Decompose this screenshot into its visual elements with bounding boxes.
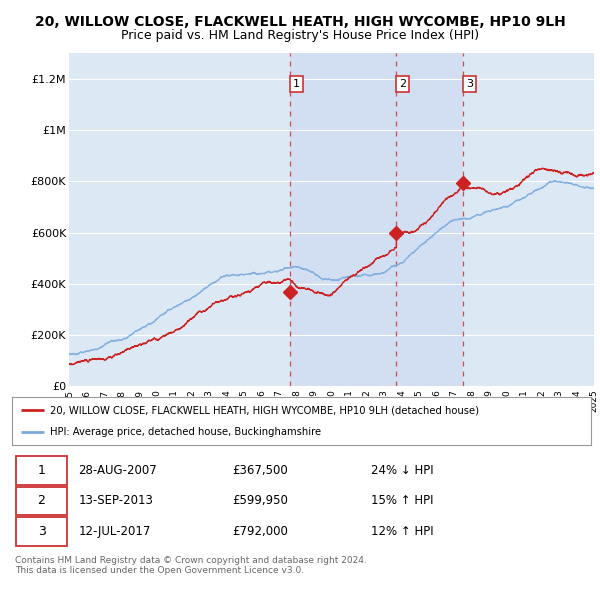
Text: 20, WILLOW CLOSE, FLACKWELL HEATH, HIGH WYCOMBE, HP10 9LH: 20, WILLOW CLOSE, FLACKWELL HEATH, HIGH … [35,15,565,29]
Text: 20, WILLOW CLOSE, FLACKWELL HEATH, HIGH WYCOMBE, HP10 9LH (detached house): 20, WILLOW CLOSE, FLACKWELL HEATH, HIGH … [50,405,479,415]
FancyBboxPatch shape [16,456,67,484]
Text: 1: 1 [293,79,300,89]
Text: 12-JUL-2017: 12-JUL-2017 [79,525,151,538]
FancyBboxPatch shape [16,517,67,546]
Text: 24% ↓ HPI: 24% ↓ HPI [371,464,434,477]
Text: Price paid vs. HM Land Registry's House Price Index (HPI): Price paid vs. HM Land Registry's House … [121,30,479,42]
Text: 2: 2 [399,79,406,89]
FancyBboxPatch shape [16,487,67,515]
Text: £599,950: £599,950 [232,494,288,507]
Text: Contains HM Land Registry data © Crown copyright and database right 2024.
This d: Contains HM Land Registry data © Crown c… [15,556,367,575]
Text: 3: 3 [38,525,46,538]
Bar [290,53,397,386]
Text: 28-AUG-2007: 28-AUG-2007 [79,464,157,477]
Bar [397,53,463,386]
Text: £792,000: £792,000 [232,525,288,538]
Text: 12% ↑ HPI: 12% ↑ HPI [371,525,434,538]
Text: 3: 3 [466,79,473,89]
Text: £367,500: £367,500 [232,464,288,477]
Text: 1: 1 [38,464,46,477]
Text: HPI: Average price, detached house, Buckinghamshire: HPI: Average price, detached house, Buck… [50,427,321,437]
Text: 15% ↑ HPI: 15% ↑ HPI [371,494,433,507]
Text: 13-SEP-2013: 13-SEP-2013 [79,494,154,507]
Text: 2: 2 [38,494,46,507]
